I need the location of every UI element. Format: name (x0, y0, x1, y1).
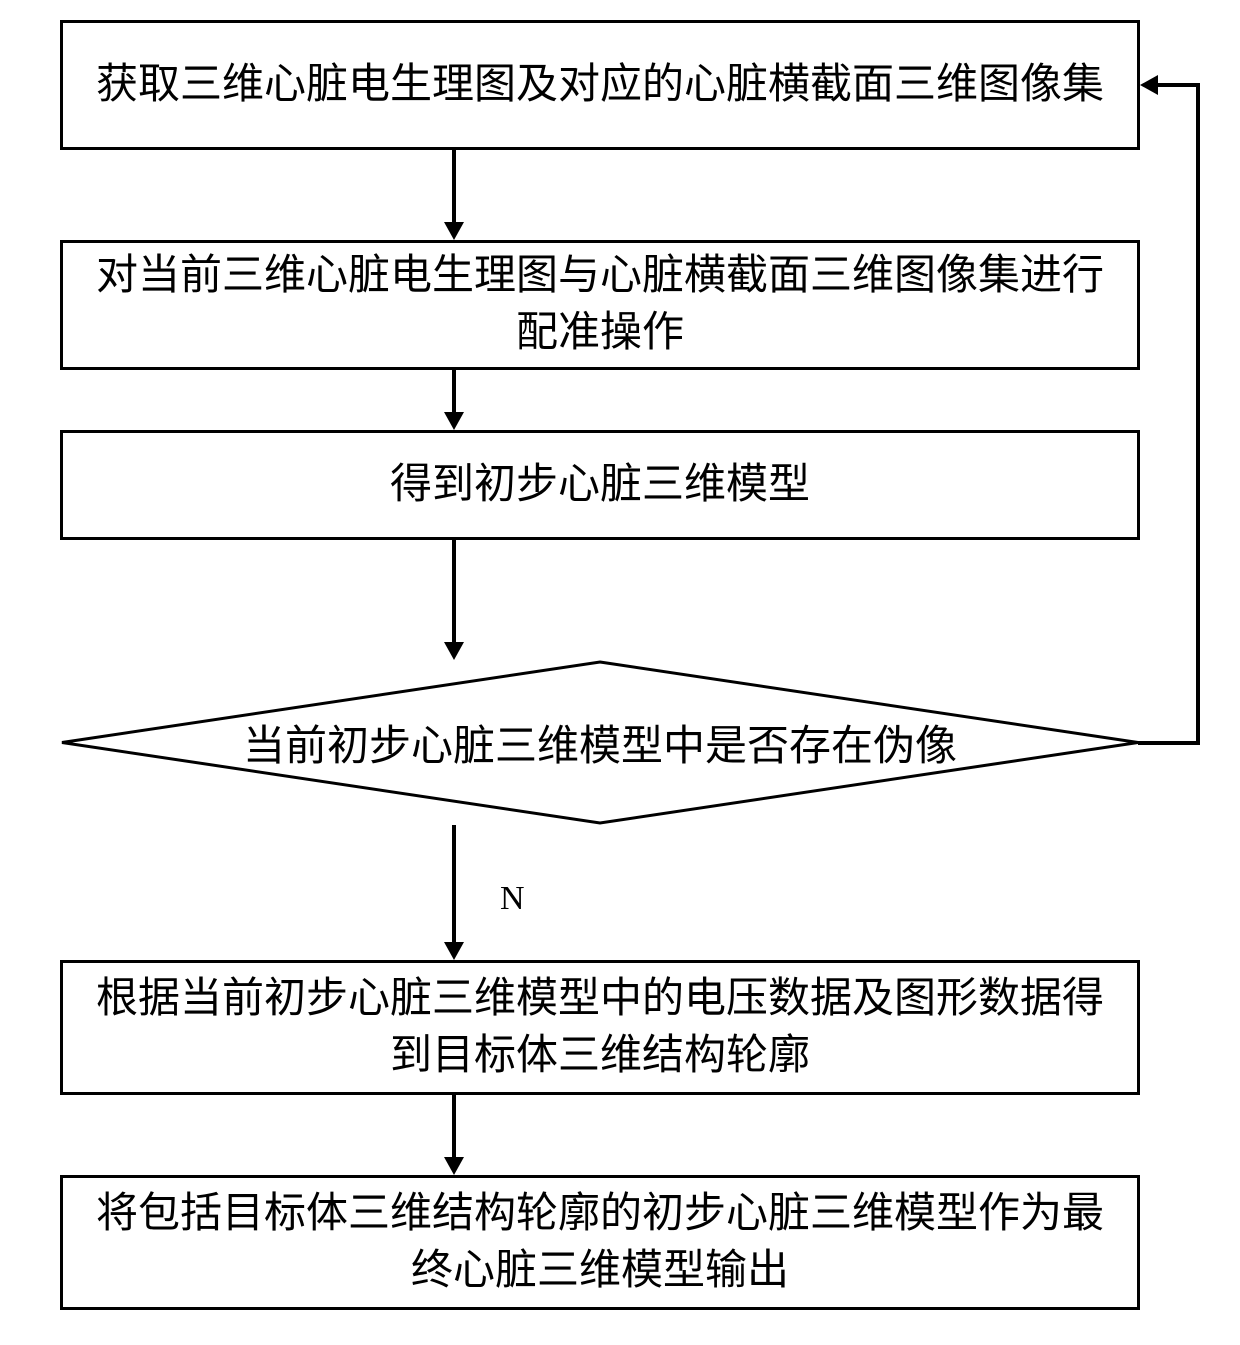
feedback-line (1158, 83, 1200, 87)
feedback-line (1138, 741, 1200, 745)
step-label: 将包括目标体三维结构轮廓的初步心脏三维模型作为最终心脏三维模型输出 (83, 1186, 1117, 1299)
arrow-head (444, 412, 464, 430)
arrow-line (452, 540, 456, 642)
arrow-head (444, 222, 464, 240)
arrow-head (1140, 75, 1158, 95)
arrow-head (444, 1157, 464, 1175)
step-box-output: 将包括目标体三维结构轮廓的初步心脏三维模型作为最终心脏三维模型输出 (60, 1175, 1140, 1310)
arrow-line (452, 1095, 456, 1157)
feedback-line (1196, 83, 1200, 745)
arrow-line (452, 825, 456, 942)
arrow-line (452, 370, 456, 412)
step-box-initial-model: 得到初步心脏三维模型 (60, 430, 1140, 540)
arrow-head (444, 942, 464, 960)
step-label: 获取三维心脏电生理图及对应的心脏横截面三维图像集 (96, 57, 1104, 114)
step-box-contour: 根据当前初步心脏三维模型中的电压数据及图形数据得到目标体三维结构轮廓 (60, 960, 1140, 1095)
decision-artifact: 当前初步心脏三维模型中是否存在伪像 (60, 660, 1140, 825)
step-box-acquire: 获取三维心脏电生理图及对应的心脏横截面三维图像集 (60, 20, 1140, 150)
step-label: 对当前三维心脏电生理图与心脏横截面三维图像集进行配准操作 (83, 248, 1117, 361)
edge-label-no: N (500, 880, 525, 918)
decision-label: 当前初步心脏三维模型中是否存在伪像 (243, 712, 957, 773)
step-label: 得到初步心脏三维模型 (390, 457, 810, 514)
arrow-line (452, 150, 456, 222)
step-box-register: 对当前三维心脏电生理图与心脏横截面三维图像集进行配准操作 (60, 240, 1140, 370)
step-label: 根据当前初步心脏三维模型中的电压数据及图形数据得到目标体三维结构轮廓 (83, 971, 1117, 1084)
arrow-head (444, 642, 464, 660)
